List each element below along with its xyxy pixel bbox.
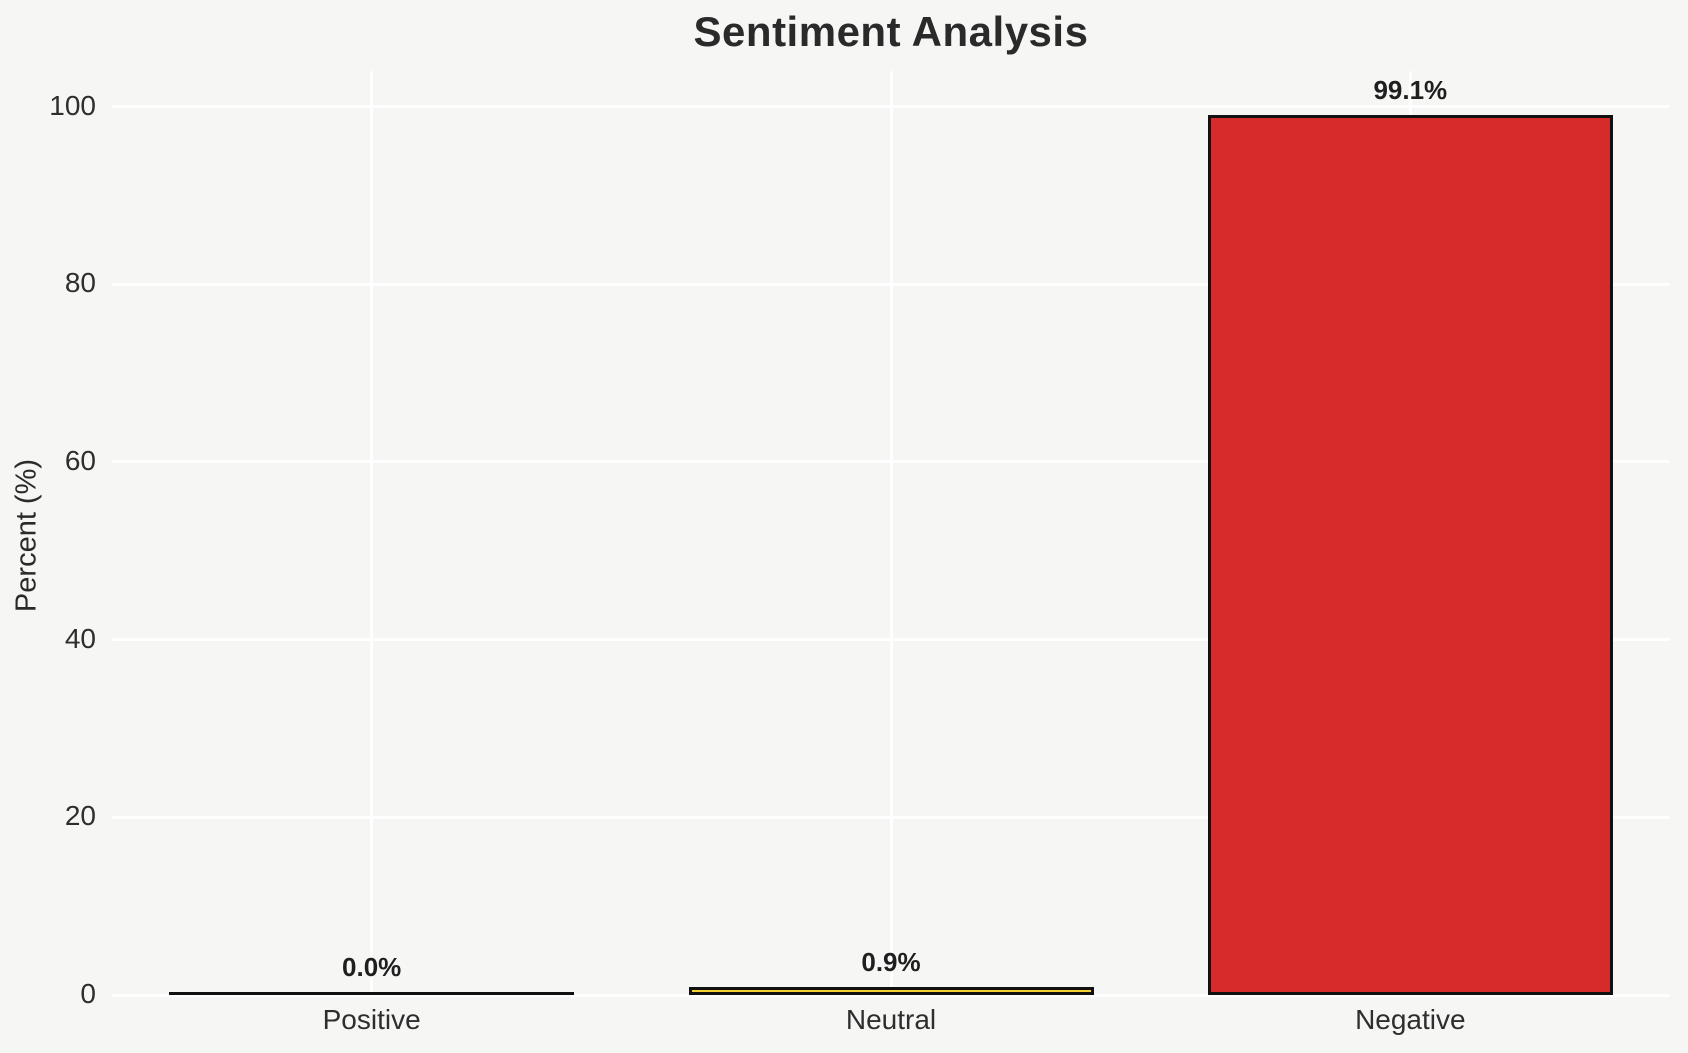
bar-positive [169,992,575,995]
bar-value-label-negative: 99.1% [1373,75,1448,105]
bar-value-label-positive: 0.0% [342,952,402,982]
y-tick-label-80: 80 [64,267,96,299]
y-tick-label-0: 0 [80,978,96,1009]
bar-value-label-neutral: 0.9% [861,947,921,977]
gridline-x-neutral [889,71,893,995]
y-tick-label-100: 100 [49,89,96,121]
y-tick-label-60: 60 [64,444,96,476]
y-tick-label-20: 20 [64,800,96,832]
chart-title: Sentiment Analysis [693,8,1089,55]
x-tick-label-neutral: Neutral [845,1004,937,1035]
y-tick-label-40: 40 [64,622,96,654]
bar-negative [1207,115,1613,995]
bar-neutral [688,987,1094,995]
gridline-y-0 [112,993,1670,997]
plot-area: 0.0% 0.9% 99.1% [112,71,1670,997]
x-tick-label-negative: Negative [1355,1004,1466,1035]
gridline-x-positive [370,71,374,995]
x-tick-label-positive: Positive [322,1004,421,1035]
